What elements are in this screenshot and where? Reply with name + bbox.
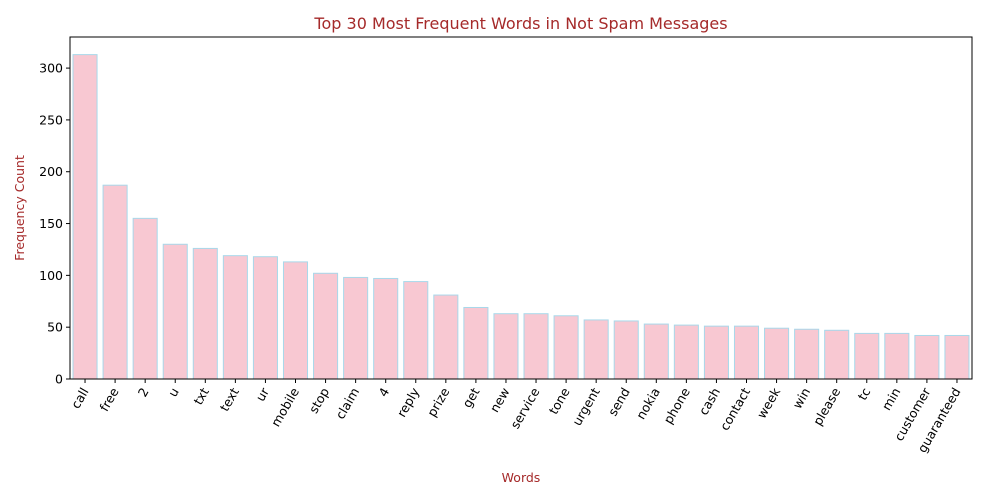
bar-cash [703, 325, 729, 380]
bar-week [764, 327, 790, 380]
x-tick-label: call [68, 385, 92, 411]
bar-tone [553, 315, 579, 380]
x-tick-label: 2 [135, 385, 152, 399]
x-tick-label: cash [696, 385, 723, 418]
y-tick-label: 200 [39, 164, 63, 179]
x-tick-label: please [810, 385, 844, 428]
bar-nokia [643, 323, 669, 380]
bar-mobile [282, 261, 309, 380]
x-tick-label: free [96, 385, 121, 414]
x-tick-label: mobile [268, 385, 302, 429]
bar-min [884, 332, 910, 380]
bar-customer [914, 334, 940, 380]
bar-call [72, 54, 98, 380]
bar-stop [313, 272, 339, 380]
x-tick-label: win [789, 385, 813, 411]
x-tick-label: text [217, 385, 242, 414]
x-tick-label: claim [332, 385, 362, 422]
bar-urgent [583, 319, 609, 380]
x-tick-label: ur [253, 384, 273, 404]
x-tick-label: urgent [569, 385, 603, 428]
y-tick-label: 0 [55, 372, 63, 387]
bar-win [794, 328, 820, 380]
bar-service [523, 313, 549, 380]
x-axis-label: Words [502, 470, 541, 485]
x-tick-label: stop [306, 385, 333, 416]
bar-get [463, 306, 489, 380]
bar-contact [733, 325, 760, 380]
bar-ur [252, 256, 278, 380]
bars-group [72, 54, 970, 380]
bar-please [824, 329, 850, 380]
bar-claim [343, 276, 369, 380]
bar-guaranteed [944, 334, 970, 380]
x-tick-label: service [507, 385, 543, 432]
bar-reply [403, 281, 429, 380]
x-tick-label: txt [190, 385, 212, 407]
x-tick-label: get [459, 385, 482, 410]
bar-u [162, 243, 188, 380]
bar-tc [854, 332, 880, 380]
bar-prize [433, 294, 459, 380]
y-axis-label: Frequency Count [12, 155, 27, 261]
y-tick-label: 300 [39, 61, 63, 76]
x-tick-label: phone [660, 385, 693, 427]
chart-title: Top 30 Most Frequent Words in Not Spam M… [313, 14, 727, 33]
bar-new [493, 313, 519, 380]
x-tick-label: nokia [633, 385, 663, 422]
bar-send [613, 320, 639, 380]
x-tick-label: send [605, 385, 633, 419]
x-tick-label: tc [854, 385, 873, 403]
y-ticks-group: 0 50 100 150 200 250 300 [39, 61, 70, 387]
y-tick-label: 50 [47, 320, 63, 335]
x-tick-label: new [487, 385, 513, 415]
bar-phone [673, 324, 699, 380]
bar-2 [132, 217, 158, 380]
x-tick-label: tone [546, 385, 573, 417]
bar-text [222, 255, 248, 380]
x-tick-label: u [165, 385, 182, 399]
y-tick-label: 100 [39, 268, 63, 283]
bar-txt [192, 247, 218, 380]
x-tick-label: 4 [375, 385, 392, 399]
plot-frame [69, 36, 973, 380]
y-tick-label: 150 [39, 216, 63, 231]
bar-4 [373, 277, 399, 380]
bar-free [102, 184, 128, 380]
y-tick-label: 250 [39, 112, 63, 127]
x-tick-label: min [879, 385, 904, 413]
x-tick-label: prize [424, 385, 453, 419]
x-tick-label: reply [394, 384, 423, 419]
x-tick-label: week [754, 384, 784, 421]
